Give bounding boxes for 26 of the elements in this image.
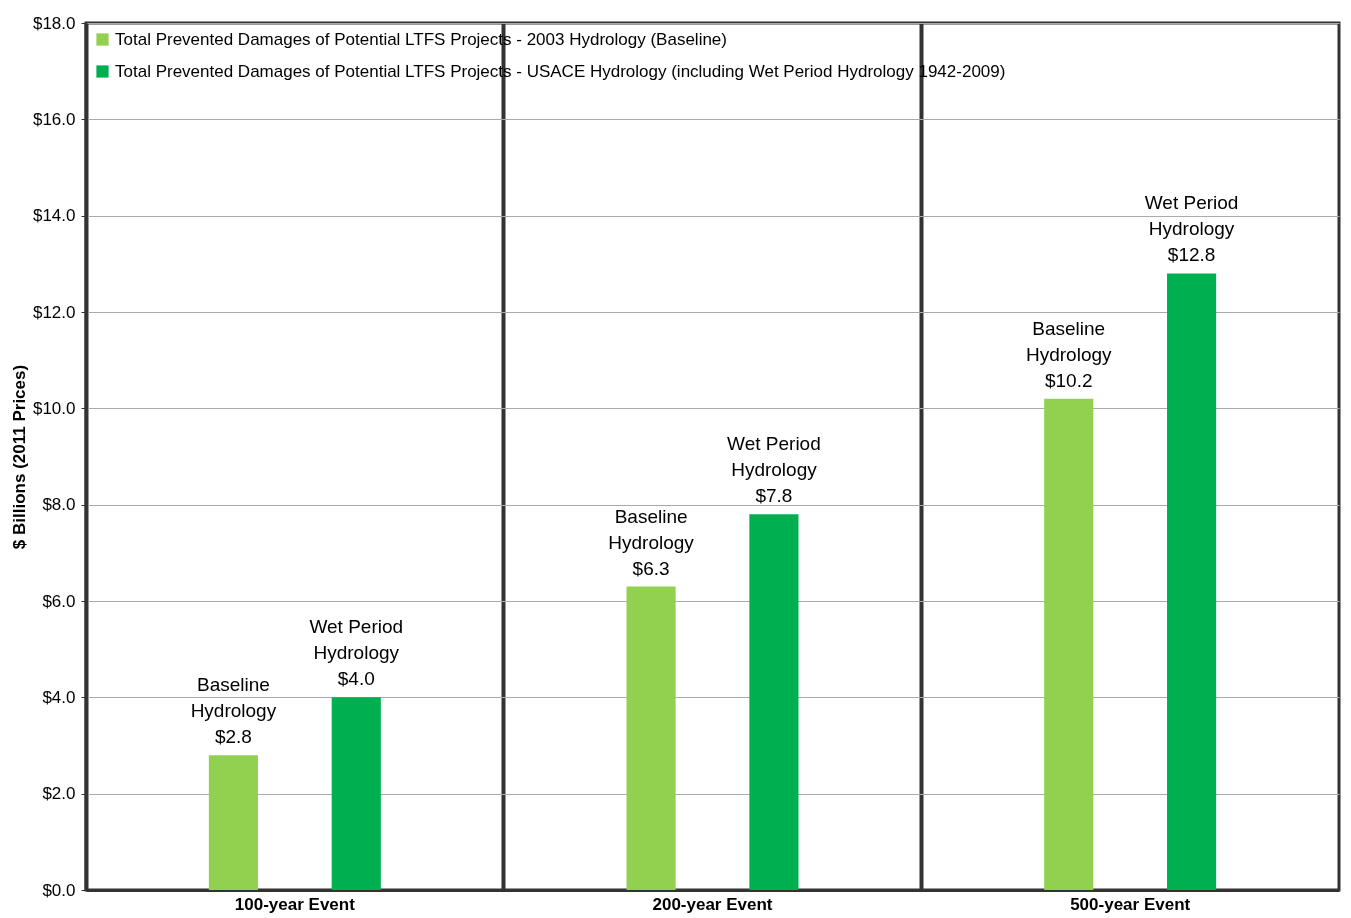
bar xyxy=(1167,273,1217,890)
y-tick-label: $14.0 xyxy=(32,206,76,226)
data-label: Wet Period Hydrology $12.8 xyxy=(1144,192,1239,266)
bar xyxy=(331,697,381,890)
x-tick-label: 200-year Event xyxy=(652,894,773,914)
data-label: Baseline Hydrology $2.8 xyxy=(190,674,277,748)
y-tick-label: $18.0 xyxy=(32,13,76,33)
data-label: Baseline Hydrology $6.3 xyxy=(608,505,695,579)
y-tick-label: $6.0 xyxy=(42,591,76,611)
y-tick-label: $8.0 xyxy=(42,495,76,515)
data-label: Wet Period Hydrology $4.0 xyxy=(309,616,404,690)
bar xyxy=(749,514,799,890)
x-tick-label: 100-year Event xyxy=(234,894,356,914)
y-tick-label: $0.0 xyxy=(42,880,76,900)
y-tick-label: $4.0 xyxy=(42,687,76,707)
bar xyxy=(626,586,676,890)
y-tick-label: $12.0 xyxy=(32,302,76,322)
y-axis-title: $ Billions (2011 Prices) xyxy=(9,364,29,550)
data-label: Wet Period Hydrology $7.8 xyxy=(727,433,821,507)
y-tick-label: $2.0 xyxy=(42,784,76,804)
bar xyxy=(1044,398,1094,890)
bar xyxy=(208,755,258,890)
data-label: Baseline Hydrology $10.2 xyxy=(1025,317,1113,391)
y-tick-label: $16.0 xyxy=(32,109,76,129)
y-tick-label: $10.0 xyxy=(32,398,76,418)
x-tick-label: 500-year Event xyxy=(1070,894,1191,914)
